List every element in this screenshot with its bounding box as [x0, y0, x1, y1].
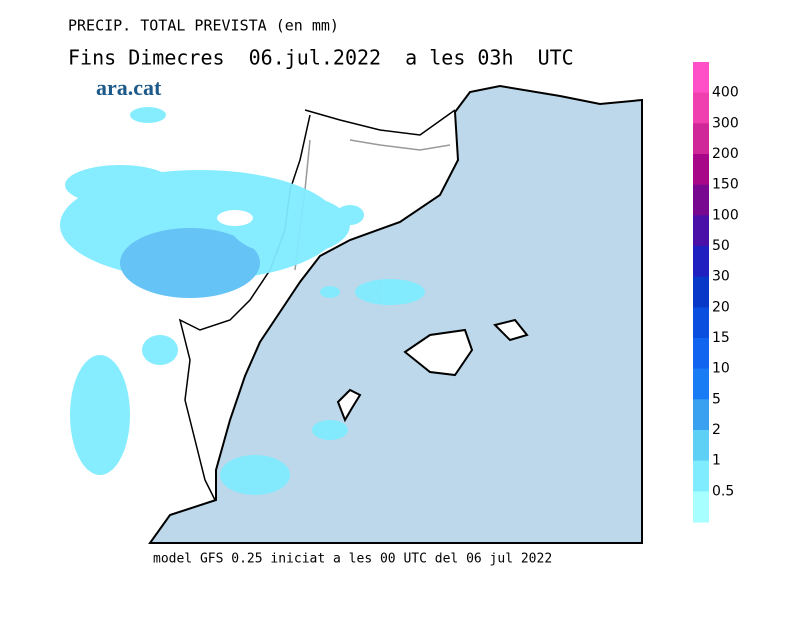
legend-label: 0.5 [712, 483, 734, 499]
legend-swatch [693, 307, 709, 339]
mallorca [403, 328, 474, 377]
legend-swatch [693, 368, 709, 400]
legend-swatch [693, 154, 709, 186]
legend-label: 5 [712, 391, 721, 407]
legend: 400 300 200 150 100 50 30 20 15 10 5 2 1 0.5 [693, 62, 739, 523]
title: PRECIP. TOTAL PREVISTA (en mm) [68, 17, 339, 35]
legend-label: 30 [712, 269, 730, 285]
legend-swatch [693, 276, 709, 308]
legend-swatch [693, 338, 709, 370]
subtitle: Fins Dimecres 06.jul.2022 a les 03h UTC [68, 46, 574, 70]
legend-label: 200 [712, 146, 739, 162]
sea [148, 84, 643, 544]
legend-label: 2 [712, 422, 721, 438]
legend-swatch [693, 399, 709, 431]
legend-label: 20 [712, 299, 730, 315]
legend-label: 400 [712, 85, 739, 101]
legend-swatch [693, 460, 709, 492]
precipitation [60, 107, 425, 495]
legend-label: 150 [712, 177, 739, 193]
legend-swatch [693, 123, 709, 155]
legend-label: 100 [712, 207, 739, 223]
legend-swatch [693, 62, 709, 94]
footer: model GFS 0.25 iniciat a les 00 UTC del … [153, 552, 552, 567]
border [304, 109, 456, 136]
logo: ara.cat [96, 75, 162, 100]
ibiza [336, 388, 362, 423]
legend-swatch [693, 215, 709, 247]
legend-label: 1 [712, 453, 721, 469]
legend-swatch [693, 491, 709, 523]
legend-swatch [693, 430, 709, 462]
menorca [493, 318, 529, 342]
legend-swatch [693, 184, 709, 216]
legend-label: 15 [712, 330, 730, 346]
border [349, 139, 451, 151]
legend-swatch [693, 92, 709, 124]
legend-label: 300 [712, 115, 739, 131]
legend-swatch [693, 246, 709, 278]
map [60, 84, 643, 544]
legend-label: 50 [712, 238, 730, 254]
legend-label: 10 [712, 361, 730, 377]
